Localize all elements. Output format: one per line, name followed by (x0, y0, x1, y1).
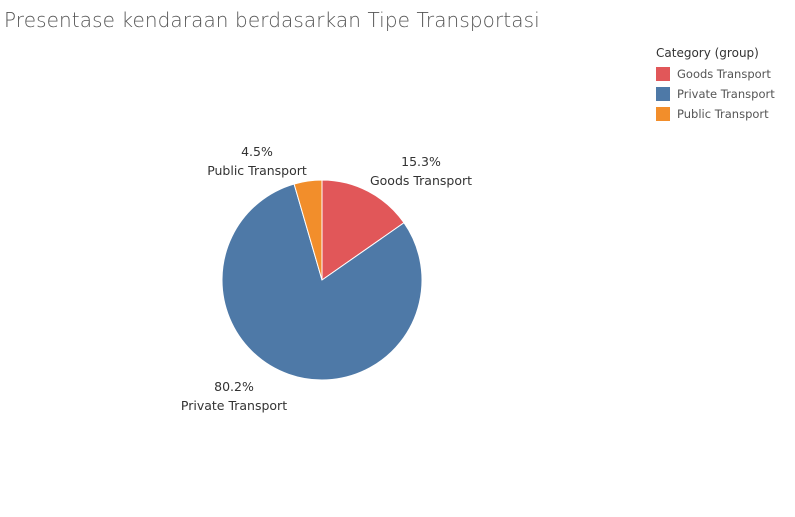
slice-category-label: Public Transport (207, 163, 307, 178)
slice-category-label: Private Transport (181, 398, 287, 413)
pie-slice-goods-transport[interactable] (321, 179, 405, 281)
pie-slice-private-transport[interactable] (221, 183, 423, 381)
pie-slices (221, 179, 423, 381)
legend-item-private-transport[interactable]: Private Transport (656, 84, 792, 104)
legend-label: Private Transport (677, 87, 775, 101)
slice-percent-label: 80.2% (214, 379, 254, 394)
legend-items: Goods Transport Private Transport Public T… (656, 64, 792, 124)
pie-slice-public-transport[interactable] (293, 179, 323, 281)
slice-category-label: Goods Transport (370, 173, 472, 188)
slice-percent-label: 15.3% (401, 154, 441, 169)
legend-title: Category (group) (656, 46, 759, 60)
legend-label: Goods Transport (677, 67, 771, 81)
legend-swatch (656, 107, 670, 121)
legend-item-public-transport[interactable]: Public Transport (656, 104, 792, 124)
chart-title: Presentase kendaraan berdasarkan Tipe Tr… (4, 8, 540, 32)
slice-labels: 15.3% Goods Transport 80.2% Private Transpo… (181, 144, 472, 413)
legend: Category (group) Goods Transport Private … (656, 46, 792, 124)
slice-percent-label: 4.5% (241, 144, 273, 159)
legend-swatch (656, 87, 670, 101)
legend-swatch (656, 67, 670, 81)
legend-label: Public Transport (677, 107, 769, 121)
legend-item-goods-transport[interactable]: Goods Transport (656, 64, 792, 84)
